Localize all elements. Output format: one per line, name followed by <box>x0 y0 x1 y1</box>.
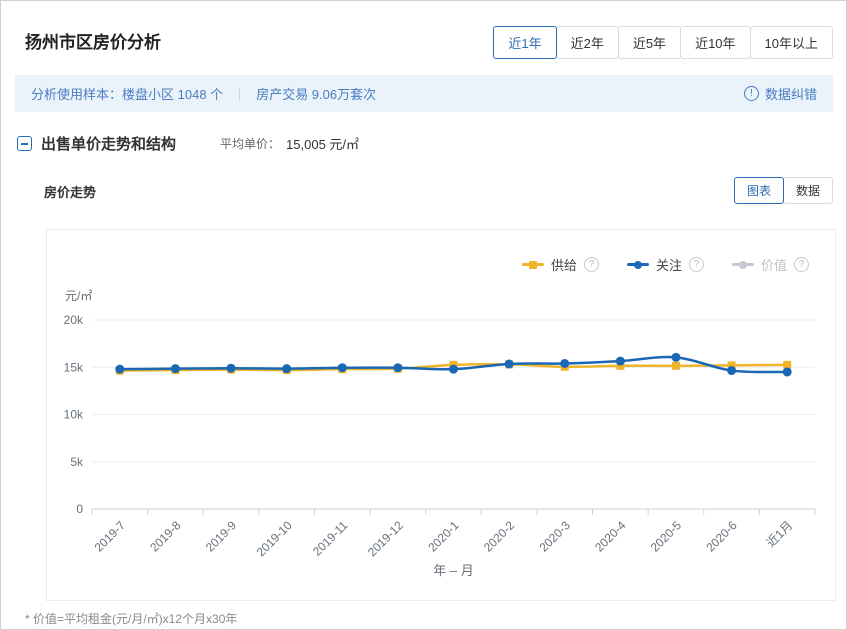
svg-text:2020-5: 2020-5 <box>648 518 685 555</box>
tab-last-5-years[interactable]: 近5年 <box>617 26 682 59</box>
svg-text:2020-1: 2020-1 <box>425 518 462 555</box>
svg-text:2019-7: 2019-7 <box>92 518 129 555</box>
svg-text:2019-8: 2019-8 <box>147 518 184 555</box>
sample-prefix: 分析使用样本： <box>31 87 123 102</box>
svg-text:2019-12: 2019-12 <box>365 518 406 559</box>
tab-chart-view[interactable]: 图表 <box>733 177 784 204</box>
legend-value-label: 价值 <box>760 258 787 273</box>
average-price-label: 平均单价： <box>220 137 281 151</box>
svg-text:2020-6: 2020-6 <box>703 518 740 555</box>
value-help-icon[interactable]: ? <box>794 257 809 272</box>
tab-over-10-years[interactable]: 10年以上 <box>749 26 833 59</box>
svg-text:20k: 20k <box>64 313 84 327</box>
sample-divider: ｜ <box>233 87 247 102</box>
tab-data-view[interactable]: 数据 <box>782 177 833 204</box>
svg-text:2020-4: 2020-4 <box>592 518 629 555</box>
follow-line-swatch <box>626 260 649 269</box>
section-title: 出售单价走势和结构 <box>41 136 177 153</box>
tab-last-1-year[interactable]: 近1年 <box>493 26 557 59</box>
svg-text:2019-10: 2019-10 <box>254 518 295 559</box>
section-header: 出售单价走势和结构 平均单价： 15,005 元/㎡ <box>17 133 359 154</box>
svg-text:元/㎡: 元/㎡ <box>65 289 92 303</box>
average-price-value: 15,005 元/㎡ <box>286 137 360 152</box>
price-trend-chart-card: 供给 ? 关注 ? 价值 ? 元/㎡ 0 5k 10k 15k 20k 2019-7 2019… <box>46 229 836 601</box>
svg-text:15k: 15k <box>64 360 84 374</box>
sample-transactions: 房产交易 9.06万套次 <box>256 87 377 102</box>
legend-item-follow[interactable]: 关注 ? <box>626 255 704 274</box>
supply-line-swatch <box>521 260 544 269</box>
sample-communities: 楼盘小区 1048 个 <box>122 87 224 102</box>
price-trend-chart[interactable]: 元/㎡ 0 5k 10k 15k 20k 2019-7 2019-8 2019-9 2019-10… <box>47 278 835 600</box>
data-correction-label: 数据纠错 <box>764 87 817 102</box>
svg-text:2020-3: 2020-3 <box>537 518 574 555</box>
data-correction-link[interactable]: ! 数据纠错 <box>743 84 817 103</box>
svg-text:5k: 5k <box>70 455 84 469</box>
value-formula-footnote: * 价值=平均租金(元/月/㎡)x12个月x30年 <box>25 612 238 626</box>
page-title: 扬州市区房价分析 <box>25 33 161 52</box>
svg-text:0: 0 <box>76 502 83 516</box>
svg-text:年 – 月: 年 – 月 <box>433 563 473 578</box>
info-icon: ! <box>743 86 759 101</box>
tab-last-10-years[interactable]: 近10年 <box>680 26 751 59</box>
follow-help-icon[interactable]: ? <box>688 257 704 272</box>
legend-supply-label: 供给 <box>550 258 577 273</box>
legend-item-supply[interactable]: 供给 ? <box>521 255 599 274</box>
svg-text:2019-9: 2019-9 <box>203 518 240 555</box>
chart-legend: 供给 ? 关注 ? 价值 ? <box>521 255 809 274</box>
trend-chart-title: 房价走势 <box>44 185 97 200</box>
view-tab-group: 图表 数据 <box>733 177 833 204</box>
period-tab-group: 近1年 近2年 近5年 近10年 10年以上 <box>493 26 833 59</box>
svg-text:2020-2: 2020-2 <box>481 518 518 555</box>
svg-text:近1月: 近1月 <box>764 518 796 550</box>
tab-last-2-years[interactable]: 近2年 <box>555 26 619 59</box>
legend-follow-label: 关注 <box>655 258 682 273</box>
supply-help-icon[interactable]: ? <box>583 257 599 272</box>
sample-info-bar: 分析使用样本： 楼盘小区 1048 个 ｜ 房产交易 9.06万套次 ! 数据纠… <box>15 75 833 112</box>
value-line-swatch <box>731 260 754 269</box>
collapse-minus-icon[interactable] <box>17 136 32 151</box>
legend-item-value[interactable]: 价值 ? <box>731 255 809 274</box>
svg-text:2019-11: 2019-11 <box>310 518 351 559</box>
svg-text:10k: 10k <box>64 408 84 422</box>
